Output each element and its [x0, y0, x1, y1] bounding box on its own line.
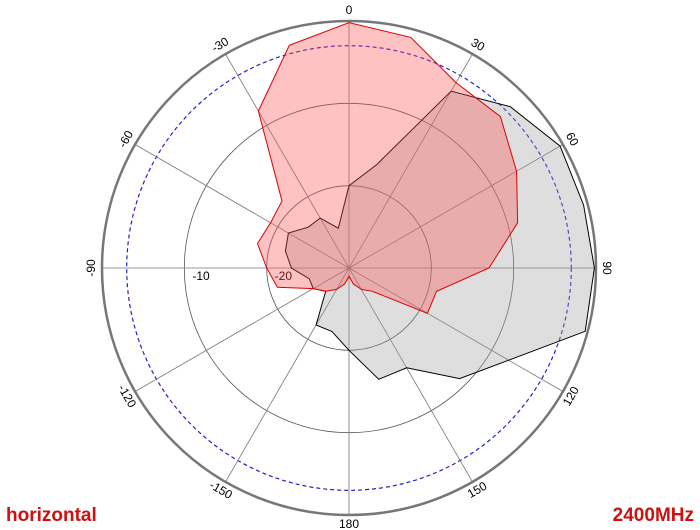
spoke	[348, 267, 564, 392]
series-area	[256, 22, 519, 314]
r-tick-label: -10	[192, 269, 210, 283]
theta-tick-label: 90	[600, 261, 614, 275]
right-label: 2400MHz	[613, 505, 694, 526]
spoke	[348, 53, 473, 269]
spoke	[348, 267, 473, 483]
theta-tick-label: 30	[469, 35, 488, 54]
series-area	[284, 90, 595, 380]
theta-tick-label: 0	[346, 3, 353, 17]
theta-tick-label: 180	[339, 517, 359, 530]
spoke	[225, 53, 350, 269]
theta-tick-label: -90	[84, 259, 98, 277]
left-label: horizontal	[6, 505, 97, 526]
spoke	[134, 144, 350, 269]
theta-tick-label: 60	[563, 130, 582, 149]
r-tick-label: -20	[275, 269, 293, 283]
spoke	[225, 267, 350, 483]
spoke	[348, 144, 564, 269]
